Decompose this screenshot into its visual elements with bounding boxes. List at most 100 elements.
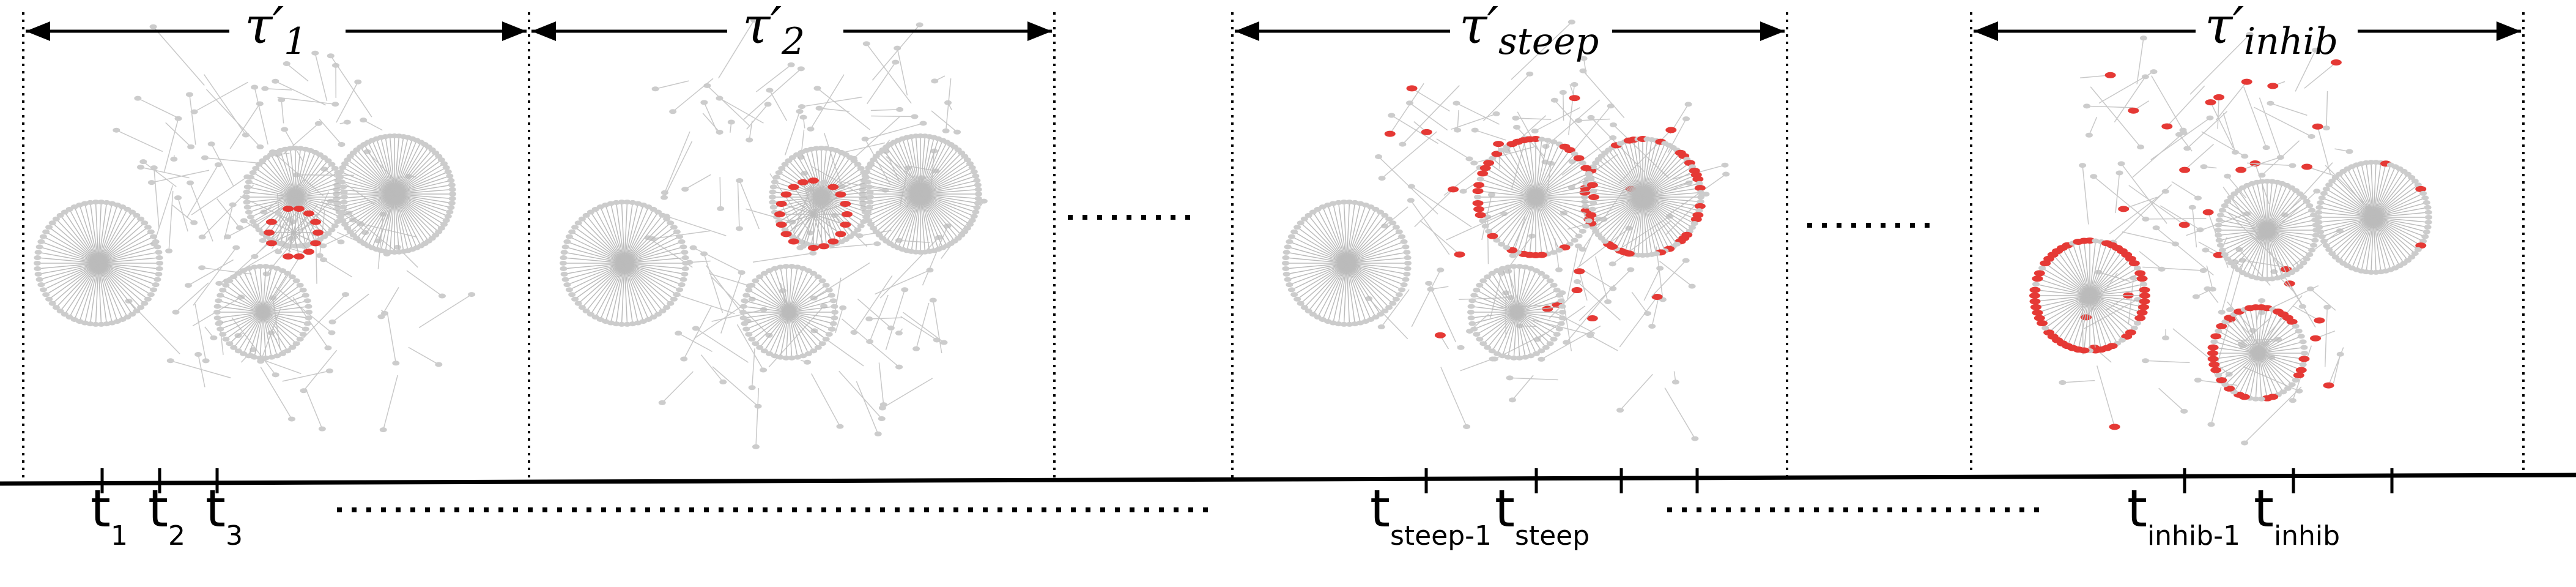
edge [52,222,99,264]
edge [780,267,790,313]
node [256,101,264,107]
edge [1412,88,1450,112]
node [2315,204,2323,210]
edge [394,144,426,195]
node [862,174,870,180]
edge [259,163,296,198]
node [147,229,155,234]
node [2308,247,2316,253]
node [252,223,260,229]
node [292,278,300,283]
edge [255,196,296,226]
edge [788,266,793,313]
node [1574,268,1585,275]
edge [79,263,99,322]
edge [2246,185,2268,231]
edge [712,366,759,407]
edge [1459,297,1511,301]
node [1479,278,1487,283]
node [52,305,60,310]
edge [2226,301,2254,331]
edge [1508,267,1517,313]
edge [2219,230,2268,241]
node [2142,358,2150,364]
edge [262,312,278,356]
edge [2160,205,2200,231]
edge [1554,100,1604,155]
edge [1490,272,1503,318]
edge [1291,263,1347,291]
edge [2258,314,2284,354]
window-label: τ′2 [742,0,805,63]
edge [788,280,823,313]
node [681,266,689,271]
node [578,216,586,222]
node [1527,353,1535,359]
edge [578,222,625,264]
edge [1642,196,1670,249]
node [716,129,724,135]
edge [282,370,330,382]
node [283,61,291,67]
edge [2230,230,2268,264]
edge [253,172,296,198]
node [437,157,445,163]
edge [353,152,395,195]
node [1563,340,1571,345]
edge [43,236,99,264]
edge [2267,190,2297,231]
edge [293,208,300,233]
node [860,170,868,175]
edge [98,202,102,264]
edge [2284,162,2333,215]
edge [1516,312,1561,324]
node [1546,278,1554,283]
edge [1622,215,1670,248]
edge [624,236,680,264]
node [1406,85,1418,92]
node [324,231,332,236]
node [1286,239,1294,244]
node [799,244,807,249]
node [219,332,227,337]
node [676,234,684,239]
edge [2319,207,2374,218]
node [2241,440,2249,446]
edge [1346,206,1371,264]
node [2032,309,2043,316]
edge [1333,203,1347,264]
edge [2254,107,2312,137]
edge [764,273,790,313]
edge [2192,207,2197,248]
edge [1460,358,1493,372]
node [42,229,50,234]
node [974,200,982,206]
node [48,220,56,226]
edge [2089,289,2145,296]
edge [73,206,99,264]
edge [1317,263,1347,318]
edge [1535,157,1580,198]
node [339,165,347,170]
node [255,227,263,233]
node [827,293,835,298]
edge [48,263,99,300]
hub [1282,200,1412,327]
edge [1346,215,1385,264]
edge [2258,307,2262,354]
node [468,292,476,297]
edge [624,209,654,264]
edge [254,87,268,145]
edge [1346,263,1356,324]
edge [749,121,753,140]
edge [347,193,395,229]
node [838,184,846,190]
edge [254,267,264,313]
edge [1642,178,1698,198]
node [1689,225,1697,230]
edge [624,206,649,264]
node [2215,228,2222,233]
edge [2145,360,2190,364]
node [2224,198,2232,204]
edge [98,222,145,264]
